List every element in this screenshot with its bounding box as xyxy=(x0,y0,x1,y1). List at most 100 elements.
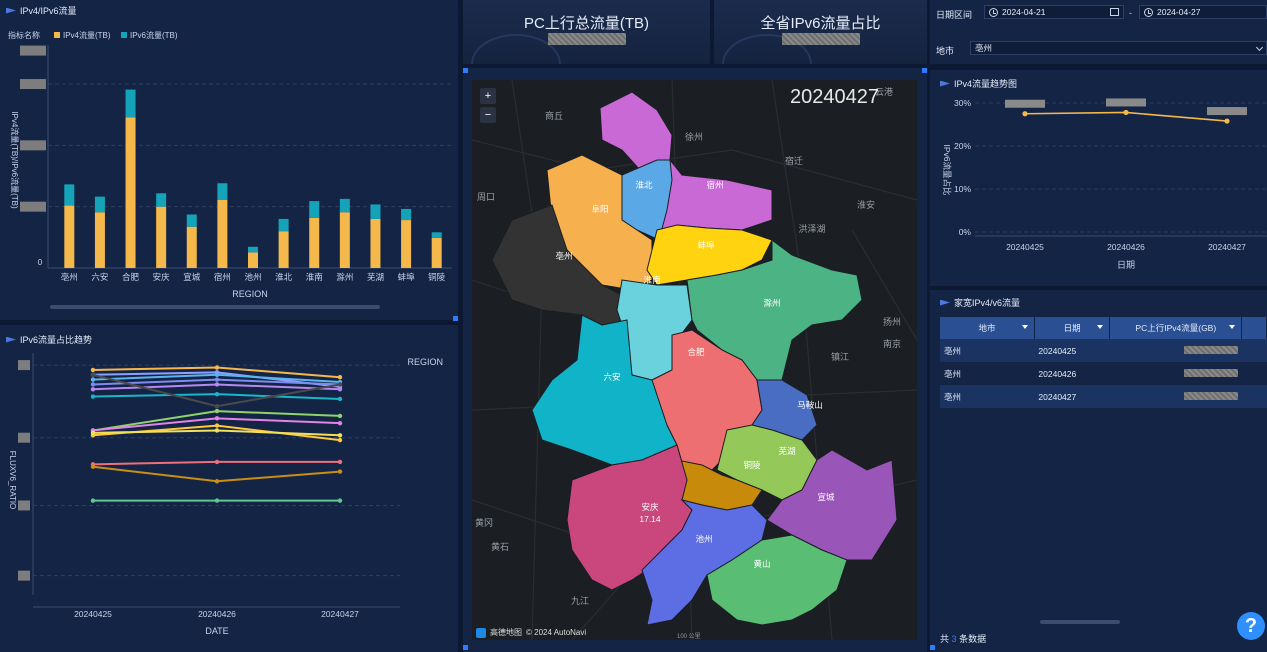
bar xyxy=(64,184,75,206)
ipv4-ipv6-panel: IPv4/IPv6流量 指标名称 IPv4流量(TB) IPv6流量(TB) 0 亳州 六… xyxy=(0,0,458,320)
kpi-masked-value xyxy=(781,33,860,45)
chevron-down-icon xyxy=(1255,43,1264,52)
map-brand: 高德地图 xyxy=(490,628,522,637)
sort-caret-icon xyxy=(1229,325,1236,329)
kpi-ipv6-share: 全省IPv6流量占比 xyxy=(714,0,927,64)
x-tick-label: 20240425 xyxy=(1006,242,1044,252)
masked-y-tick xyxy=(18,570,30,581)
region-huangshan[interactable] xyxy=(706,534,848,626)
corner-marker xyxy=(463,68,468,73)
bar xyxy=(370,218,381,268)
column-header-city[interactable]: 地市 xyxy=(940,317,1035,339)
map-city-label-fuyang: 阜阳 xyxy=(591,204,608,215)
map-city-label-bengbu: 蚌埠 xyxy=(697,240,715,251)
ipv4-ipv6-title: IPv4/IPv6流量 xyxy=(20,6,77,16)
map-canvas[interactable]: 淮北 宿州 阜阳 蚌埠 淮南 滁州 合肥 六安 马鞍山 芜湖 铜陵 安庆 池州 宣城 黄山 亳州 17.14 商丘… xyxy=(472,80,917,640)
x-tick-label: 蚌埠 xyxy=(398,272,416,282)
region-chizhou[interactable] xyxy=(641,499,768,626)
ipv6-ratio-panel: IPv6流量占比趋势 REGION 20240425 20240426 2024042… xyxy=(0,325,458,652)
y-axis-title: FLUXV6_RATIO xyxy=(8,451,17,510)
map-city-label-huangshan: 黄山 xyxy=(753,559,770,570)
panel-title: 家宽IPv4/v6流量 xyxy=(940,296,1020,309)
flag-icon xyxy=(940,299,950,306)
y-tick-label: 30% xyxy=(954,98,971,108)
map-background-city-label: 洪泽湖 xyxy=(798,223,825,235)
map-city-label-huaibei: 淮北 xyxy=(635,180,653,191)
map-selected-value: 17.14 xyxy=(639,514,661,524)
data-point xyxy=(337,420,343,426)
masked-data-label xyxy=(1106,98,1146,107)
kpi-masked-value xyxy=(547,33,626,45)
end-date-value: 2024-04-27 xyxy=(1157,7,1201,17)
bar xyxy=(401,220,412,268)
map-city-label-xuancheng: 宣城 xyxy=(817,492,835,503)
chart-scrollbar[interactable] xyxy=(50,305,380,309)
map-city-label-huainan: 淮南 xyxy=(643,275,660,286)
map-date-label: 20240427 xyxy=(790,86,879,108)
data-point xyxy=(337,396,343,402)
start-date-picker[interactable]: 2024-04-21 xyxy=(984,5,1124,19)
series-line xyxy=(92,465,341,483)
ipv6-trend-line-chart: 0% 10% 20% 30% 20240425 20240426 20240427 日期 IPv… xyxy=(942,98,1267,270)
help-button[interactable]: ? xyxy=(1237,612,1265,640)
bar xyxy=(217,183,228,200)
corner-marker xyxy=(930,645,935,650)
broadband-table: 地市 日期 PC上行IPv4流量(GB) 亳州 20240425 亳州 2024… xyxy=(940,317,1267,408)
data-point xyxy=(337,413,343,419)
x-axis-title: 日期 xyxy=(1117,260,1135,270)
masked-data-label xyxy=(1005,99,1045,108)
map-city-label-bozhou: 亳州 xyxy=(555,251,572,262)
map-city-label-anqing: 安庆 xyxy=(641,502,659,513)
table-row[interactable]: 亳州 20240427 xyxy=(940,385,1267,408)
data-point xyxy=(90,464,96,469)
table-header-row: 地市 日期 PC上行IPv4流量(GB) xyxy=(940,317,1267,339)
cell-extra xyxy=(1242,362,1267,385)
cell-city: 亳州 xyxy=(944,391,962,402)
footer-prefix: 共 xyxy=(940,634,950,644)
cell-masked-value xyxy=(1110,362,1242,385)
map-background-city-label: 黄冈 xyxy=(475,517,493,529)
data-point xyxy=(214,377,220,382)
cell-extra xyxy=(1242,385,1267,408)
table-row[interactable]: 亳州 20240425 xyxy=(940,339,1267,362)
cell-extra xyxy=(1242,339,1267,362)
bar xyxy=(156,206,167,268)
date-range-label: 日期区间 xyxy=(936,10,973,20)
x-tick-label: 20240425 xyxy=(74,609,112,619)
map-background-city-label: 九江 xyxy=(571,596,589,607)
table-row[interactable]: 亳州 20240426 xyxy=(940,362,1267,385)
sort-caret-icon xyxy=(1097,325,1104,329)
y-axis-title: IPv6流量占比 xyxy=(942,144,952,195)
map-background-city-label: 南京 xyxy=(883,338,901,350)
zoom-in-button[interactable]: + xyxy=(480,88,496,104)
bar xyxy=(339,212,350,268)
calendar-clock-icon xyxy=(989,7,998,17)
city-select[interactable]: 亳州 xyxy=(970,41,1267,55)
ipv6-ratio-title: IPv6流量占比趋势 xyxy=(20,335,93,345)
x-tick-label: 宣城 xyxy=(183,272,201,282)
table-scrollbar[interactable] xyxy=(1040,620,1120,624)
legend-title: 指标名称 xyxy=(8,30,40,40)
x-tick-label: 淮北 xyxy=(275,272,293,282)
map-background-city-label: 云港 xyxy=(875,86,893,98)
calendar-icon xyxy=(1110,8,1119,16)
end-date-picker[interactable]: 2024-04-27 xyxy=(1139,5,1267,19)
column-header-date[interactable]: 日期 xyxy=(1034,317,1111,339)
data-point xyxy=(337,469,343,474)
corner-marker xyxy=(453,316,458,321)
footer-count: 3 xyxy=(951,634,957,644)
map-background-city-label: 镇江 xyxy=(831,351,849,363)
masked-y-tick xyxy=(20,201,46,212)
data-point xyxy=(337,437,343,443)
zoom-out-button[interactable]: − xyxy=(480,107,496,123)
bar xyxy=(94,196,105,213)
x-tick-label: 合肥 xyxy=(122,272,140,282)
legend-swatch xyxy=(54,32,60,38)
data-point xyxy=(337,375,343,380)
bar xyxy=(309,201,320,218)
panel-title: IPv4/IPv6流量 xyxy=(6,4,77,17)
city-select-value: 亳州 xyxy=(975,43,993,53)
kpi-title: 全省IPv6流量占比 xyxy=(760,15,881,32)
column-header-ipv4-flow[interactable]: PC上行IPv4流量(GB) xyxy=(1109,317,1243,339)
data-point xyxy=(337,498,343,503)
